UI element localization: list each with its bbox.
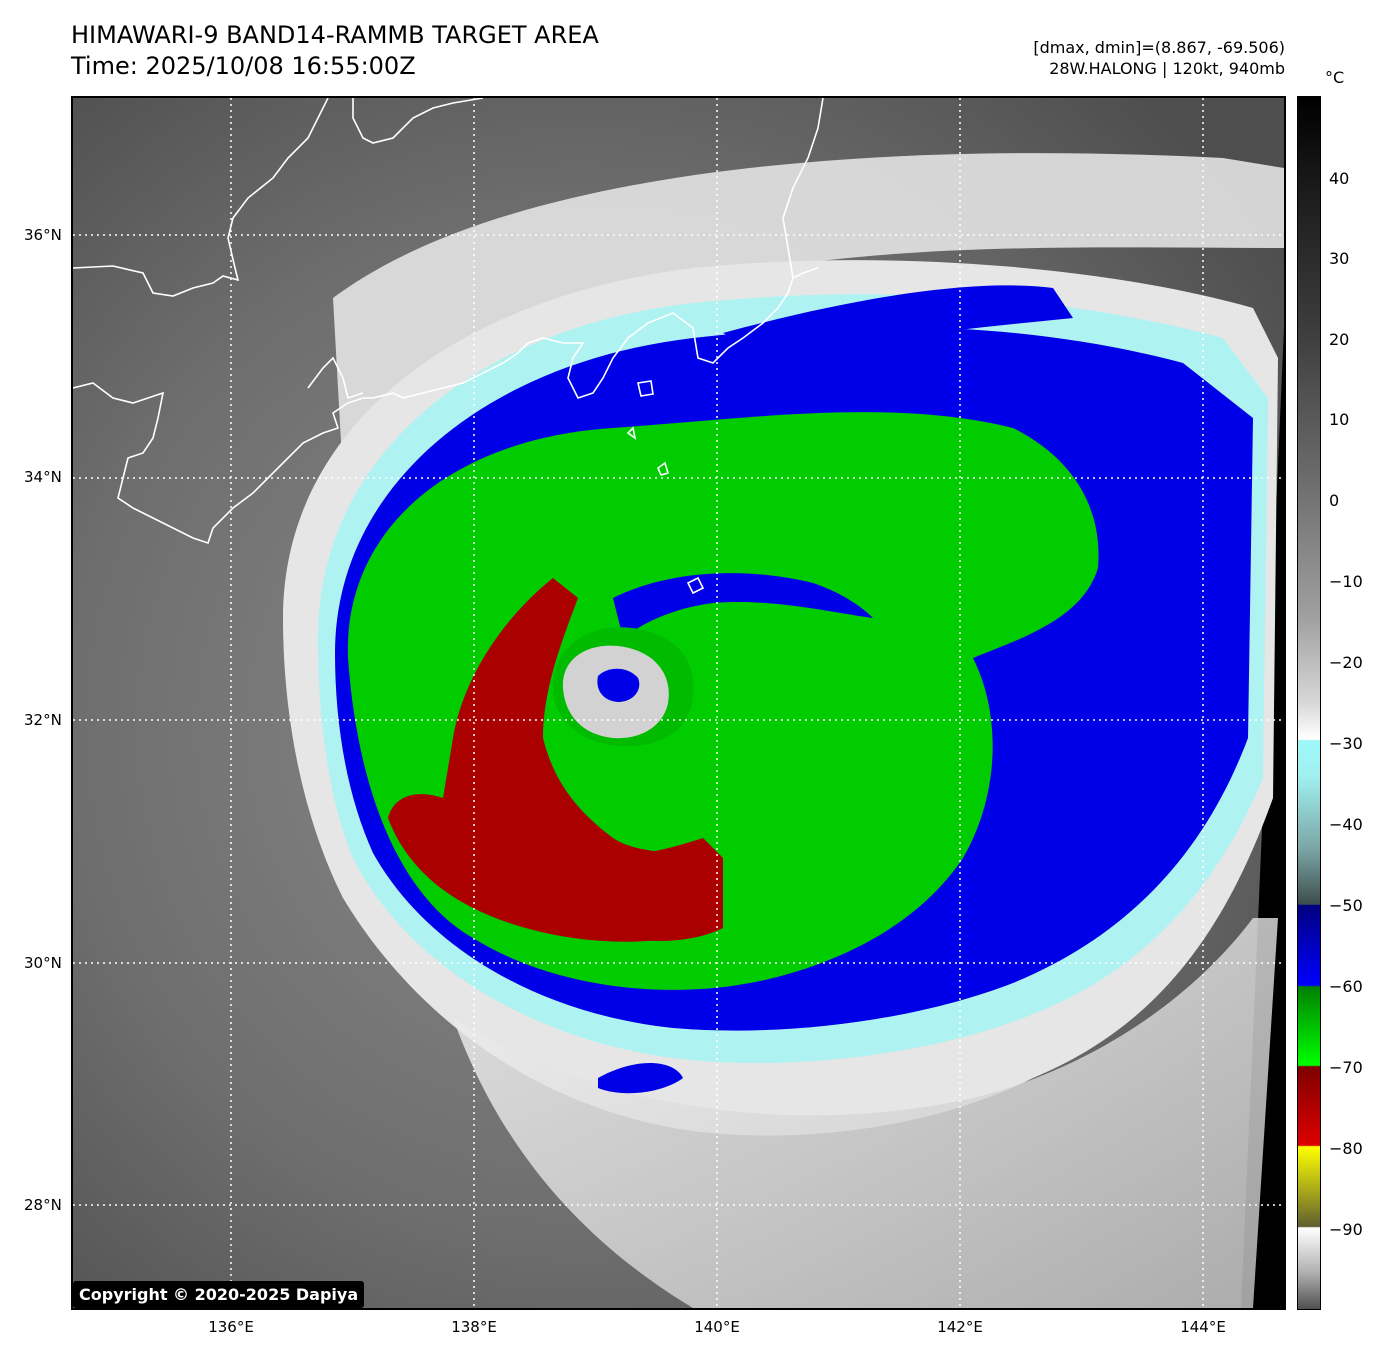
lon-tick-138: 138°E	[451, 1318, 497, 1336]
colorbar-label-40: 40	[1329, 169, 1350, 188]
colorbar	[1297, 96, 1321, 1310]
colorbar-label-0: 0	[1329, 491, 1340, 510]
colorbar-label-m80: −80	[1329, 1139, 1363, 1158]
green-spiral-arm	[493, 490, 1053, 598]
lat-tick-32: 32°N	[24, 711, 62, 729]
colorbar-label-m10: −10	[1329, 572, 1363, 591]
colorbar-label-m50: −50	[1329, 896, 1363, 915]
coastlines	[73, 98, 824, 595]
cloud-band-south	[453, 918, 1278, 1308]
red-cold-cloud-tops	[388, 578, 718, 942]
colorbar-label-m40: −40	[1329, 815, 1363, 834]
satellite-image	[73, 98, 1284, 1308]
colorbar-label-m60: −60	[1329, 977, 1363, 996]
colorbar-label-30: 30	[1329, 249, 1350, 268]
lon-tick-142: 142°E	[937, 1318, 983, 1336]
satellite-map	[71, 96, 1286, 1310]
lon-tick-136: 136°E	[208, 1318, 254, 1336]
colorbar-label-m20: −20	[1329, 653, 1363, 672]
lat-tick-28: 28°N	[24, 1196, 62, 1214]
eye-center	[597, 668, 640, 702]
colorbar-label-m90: −90	[1329, 1220, 1363, 1239]
data-range-text: [dmax, dmin]=(8.867, -69.506)	[1033, 38, 1285, 57]
copyright-badge: Copyright © 2020-2025 Dapiya	[73, 1281, 365, 1308]
title-line-1: HIMAWARI-9 BAND14-RAMMB TARGET AREA	[71, 21, 599, 49]
blue-moat	[613, 573, 873, 638]
lon-tick-140: 140°E	[694, 1318, 740, 1336]
lat-tick-34: 34°N	[24, 468, 62, 486]
blue-southern-fragment	[598, 1063, 683, 1094]
colorbar-label-m30: −30	[1329, 734, 1363, 753]
lat-tick-30: 30°N	[24, 954, 62, 972]
colorbar-label-20: 20	[1329, 330, 1350, 349]
red-cloud-tops-south	[593, 838, 723, 941]
lon-tick-144: 144°E	[1180, 1318, 1226, 1336]
colorbar-label-m70: −70	[1329, 1058, 1363, 1077]
colorbar-unit: °C	[1325, 68, 1345, 87]
title-line-2: Time: 2025/10/08 16:55:00Z	[71, 52, 416, 80]
lat-tick-36: 36°N	[24, 226, 62, 244]
gridlines	[73, 98, 1284, 1308]
colorbar-label-10: 10	[1329, 410, 1350, 429]
storm-info-text: 28W.HALONG | 120kt, 940mb	[1049, 59, 1285, 78]
blue-outer-band	[723, 285, 1073, 358]
